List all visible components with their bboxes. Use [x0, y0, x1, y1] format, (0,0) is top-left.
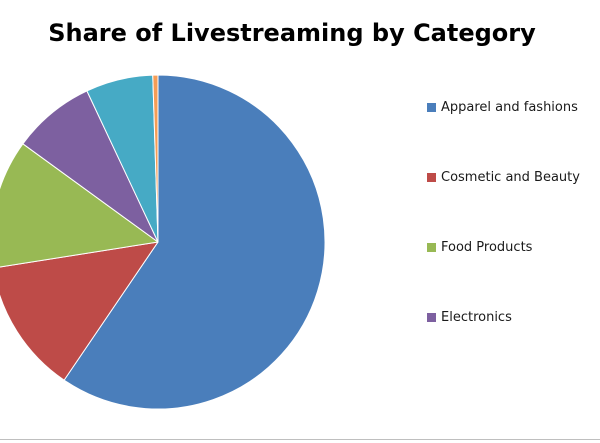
pie-slices: [0, 74, 326, 410]
legend-label-electronics: Electronics: [441, 309, 512, 325]
pie-slice-apparel-and-fashions: [63, 74, 326, 410]
legend-swatch-food-products: [427, 242, 436, 252]
chart-bottom-border: [0, 439, 600, 440]
legend-item-electronics: Electronics: [427, 309, 512, 325]
legend-swatch-electronics: [427, 312, 436, 322]
legend-swatch-apparel-and-fashions: [427, 102, 436, 112]
pie-slice-unlabeled-5: [152, 74, 159, 243]
legend-swatch-cosmetic-and-beauty: [427, 172, 436, 182]
legend-label-apparel-and-fashions: Apparel and fashions: [441, 99, 578, 115]
legend-label-cosmetic-and-beauty: Cosmetic and Beauty: [441, 169, 580, 185]
legend-item-apparel-and-fashions: Apparel and fashions: [427, 99, 578, 115]
pie-slice-food-products: [0, 143, 159, 268]
chart-title: Share of Livestreaming by Category: [48, 19, 536, 47]
legend-item-food-products: Food Products: [427, 239, 532, 255]
legend-item-cosmetic-and-beauty: Cosmetic and Beauty: [427, 169, 580, 185]
legend-label-food-products: Food Products: [441, 239, 533, 255]
pie-slice-cosmetic-and-beauty: [0, 241, 159, 381]
